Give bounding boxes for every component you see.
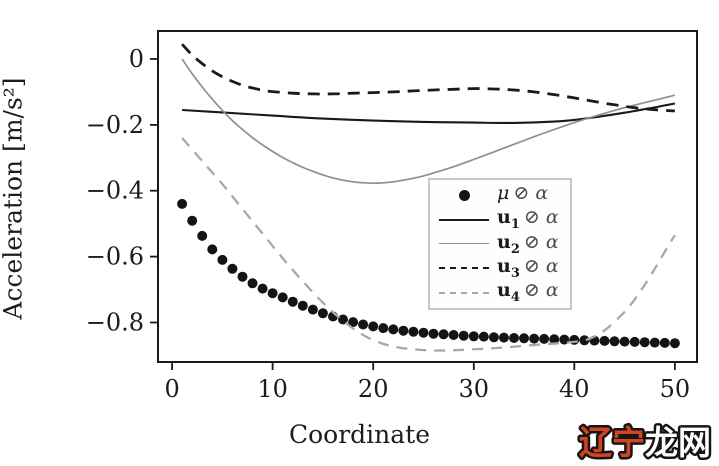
legend-entry-mu: μ ⊘ α	[438, 183, 564, 207]
x-tick-label: 30	[459, 375, 490, 403]
y-axis-label: Acceleration [m/s²]	[0, 77, 28, 320]
site-watermark: 辽宁龙网	[577, 421, 714, 465]
u3-dashed-line-marker-icon	[438, 267, 490, 270]
series-u2-line	[181, 58, 676, 185]
legend-box: μ ⊘ α u1 ⊘ α u2 ⊘ α u3 ⊘ α u4 ⊘ α	[428, 178, 572, 310]
y-tick-label: −0.6	[86, 243, 144, 271]
u1-solid-line-marker-icon	[438, 218, 490, 221]
legend-label-u2: u	[497, 230, 511, 253]
legend-entry-u1: u1 ⊘ α	[438, 208, 564, 232]
y-tick-label: −0.2	[86, 111, 144, 139]
legend-label-u3: u	[497, 254, 511, 277]
watermark-part1: 辽宁	[579, 423, 645, 462]
legend-entry-u3: u3 ⊘ α	[438, 256, 564, 280]
u2-gray-line-marker-icon	[438, 243, 490, 245]
legend-label-u4: u	[497, 279, 511, 302]
mu-dot-marker-icon	[438, 189, 490, 201]
series-mu-dots	[177, 198, 680, 349]
watermark-part2: 龙网	[645, 423, 711, 462]
u4-gray-dashed-line-marker-icon	[438, 291, 490, 294]
legend-label-mu: μ	[497, 181, 510, 204]
x-tick-label: 0	[164, 375, 179, 403]
series-u1-line	[182, 102, 676, 125]
x-tick-label: 20	[358, 375, 389, 403]
y-tick-label: −0.8	[86, 309, 144, 337]
x-tick-label: 40	[559, 375, 590, 403]
series-u3-line	[181, 43, 675, 113]
svg-text:辽宁龙网: 辽宁龙网	[579, 423, 711, 462]
legend-label-u1: u	[497, 206, 511, 229]
legend-entry-u2: u2 ⊘ α	[438, 232, 564, 256]
y-tick-label: −0.4	[86, 177, 144, 205]
x-tick-label: 50	[660, 375, 691, 403]
x-axis-label: Coordinate	[288, 420, 431, 449]
series-u4-line	[181, 137, 676, 352]
y-tick-label: 0	[129, 45, 144, 73]
x-tick-label: 10	[257, 375, 288, 403]
plot-frame	[157, 30, 698, 363]
legend-entry-u4: u4 ⊘ α	[438, 281, 564, 305]
